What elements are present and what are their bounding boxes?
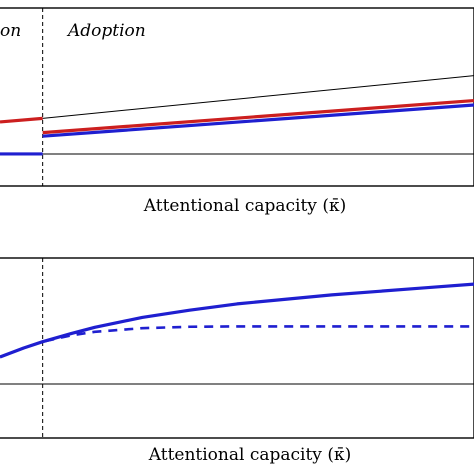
bottom-panel-frame [0,257,474,439]
bottom-panel: Attentional capacity (κ̄) [0,257,474,465]
bottom-plot-area [0,258,474,438]
series-line-thick-blue-0 [0,282,474,359]
series-line-thick-red-1 [0,116,43,124]
left-region-label: on [0,21,21,41]
series-line-dashed-blue-1 [0,325,474,359]
bottom-x-axis-label: Attentional capacity (κ̄) [148,445,351,465]
top-x-axis-label: Attentional capacity (κ̄) [143,196,346,216]
top-panel-frame [0,7,474,187]
series-line-thick-blue-4 [42,103,474,138]
series-line-thin-black-0 [42,75,474,119]
top-plot-area [0,8,474,186]
series-line-thick-red-2 [42,98,474,135]
top-panel: on Adoption Attentional capacity (κ̄) [0,7,474,216]
adoption-region-label: Adoption [66,21,146,41]
